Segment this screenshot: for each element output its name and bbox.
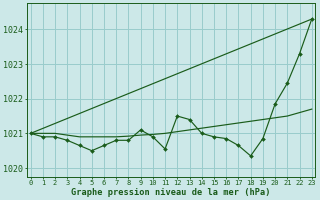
X-axis label: Graphe pression niveau de la mer (hPa): Graphe pression niveau de la mer (hPa) <box>71 188 271 197</box>
